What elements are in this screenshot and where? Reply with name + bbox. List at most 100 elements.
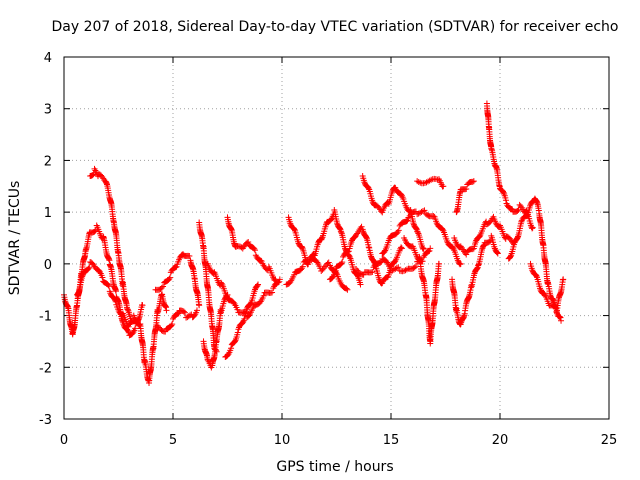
data-point bbox=[299, 244, 306, 251]
data-point bbox=[514, 207, 521, 214]
data-point bbox=[313, 258, 320, 265]
data-point bbox=[287, 220, 294, 227]
data-point bbox=[158, 284, 165, 291]
y-tick-label: 2 bbox=[44, 154, 52, 169]
data-point bbox=[440, 183, 447, 190]
series-trace-6 bbox=[154, 307, 200, 335]
data-point bbox=[328, 216, 335, 223]
data-point bbox=[388, 268, 394, 275]
y-tick-labels: 4 3 2 1 0 -1 -2 -3 bbox=[39, 51, 52, 428]
data-point bbox=[523, 212, 530, 219]
data-point bbox=[398, 244, 405, 251]
data-point bbox=[377, 259, 384, 266]
data-point bbox=[271, 277, 278, 284]
series-trace-18 bbox=[401, 235, 442, 347]
data-point bbox=[332, 267, 339, 274]
data-point bbox=[291, 226, 298, 233]
data-point bbox=[420, 245, 427, 252]
plot-border bbox=[63, 56, 610, 420]
x-tick-label: 0 bbox=[60, 433, 68, 448]
data-point bbox=[240, 318, 247, 325]
data-point bbox=[411, 264, 418, 271]
data-point bbox=[338, 260, 345, 267]
series-trace-21 bbox=[451, 213, 517, 258]
data-point bbox=[228, 345, 235, 352]
data-point bbox=[415, 179, 422, 186]
data-point bbox=[193, 307, 200, 314]
data-point bbox=[255, 281, 262, 288]
data-point bbox=[369, 268, 376, 275]
data-point bbox=[339, 259, 346, 266]
series-trace-20 bbox=[449, 232, 501, 328]
data-point bbox=[391, 258, 398, 265]
y-tick-label: 1 bbox=[44, 206, 52, 221]
data-point bbox=[112, 288, 119, 295]
data-point bbox=[449, 244, 456, 251]
data-point bbox=[500, 189, 507, 196]
series-trace-12 bbox=[285, 207, 364, 288]
series-trace-5 bbox=[152, 251, 203, 309]
data-point bbox=[430, 212, 437, 219]
series-trace-24 bbox=[505, 195, 565, 324]
data-point bbox=[287, 279, 294, 286]
data-point bbox=[381, 248, 388, 255]
y-tick-label: 4 bbox=[44, 51, 52, 66]
data-point bbox=[344, 286, 351, 293]
data-point bbox=[395, 264, 402, 271]
data-point bbox=[402, 267, 409, 274]
series-trace-23 bbox=[483, 100, 536, 232]
x-tick-label: 10 bbox=[274, 433, 291, 448]
data-point bbox=[124, 306, 131, 313]
data-point bbox=[107, 290, 114, 297]
data-point bbox=[404, 217, 411, 224]
data-point bbox=[136, 322, 143, 329]
series-trace-2 bbox=[74, 259, 139, 330]
data-point bbox=[558, 317, 565, 324]
data-point bbox=[89, 171, 96, 178]
y-tick-label: 0 bbox=[44, 258, 52, 273]
data-point bbox=[502, 197, 509, 204]
y-axis-label: SDTVAR / TECUs bbox=[7, 181, 23, 296]
data-point bbox=[254, 282, 261, 289]
data-point bbox=[524, 212, 531, 219]
data-point bbox=[269, 289, 276, 296]
data-point bbox=[325, 259, 332, 266]
series-trace-10 bbox=[224, 214, 279, 284]
x-tick-labels: 0 5 10 15 20 25 bbox=[60, 433, 617, 448]
data-point bbox=[112, 298, 119, 305]
data-point bbox=[92, 227, 99, 234]
data-point bbox=[298, 243, 305, 250]
data-point bbox=[395, 227, 402, 234]
data-point bbox=[252, 247, 259, 254]
data-point bbox=[343, 285, 350, 292]
y-tick-label: 3 bbox=[44, 103, 52, 118]
y-tick-label: -3 bbox=[39, 413, 52, 428]
data-point bbox=[420, 246, 427, 253]
data-point bbox=[191, 312, 198, 319]
x-axis-label: GPS time / hours bbox=[276, 459, 393, 475]
data-point bbox=[470, 178, 477, 185]
x-tick-label: 25 bbox=[601, 433, 618, 448]
data-point bbox=[419, 208, 426, 215]
data-point bbox=[174, 310, 181, 317]
data-point bbox=[529, 225, 536, 232]
data-point bbox=[181, 309, 188, 316]
data-point bbox=[507, 253, 514, 260]
data-point bbox=[173, 263, 180, 270]
data-point bbox=[168, 322, 175, 329]
data-point bbox=[541, 291, 548, 298]
data-point bbox=[549, 296, 556, 303]
series-trace-17 bbox=[379, 207, 464, 268]
data-point bbox=[183, 314, 190, 321]
data-point bbox=[166, 275, 173, 282]
data-point bbox=[234, 306, 241, 313]
data-point bbox=[491, 245, 498, 252]
series-trace-13 bbox=[283, 255, 351, 293]
data-point bbox=[160, 283, 167, 290]
data-point bbox=[383, 258, 390, 265]
x-tick-label: 5 bbox=[169, 433, 177, 448]
series-trace-11 bbox=[222, 281, 262, 360]
data-point bbox=[494, 249, 501, 256]
data-point bbox=[357, 281, 364, 288]
